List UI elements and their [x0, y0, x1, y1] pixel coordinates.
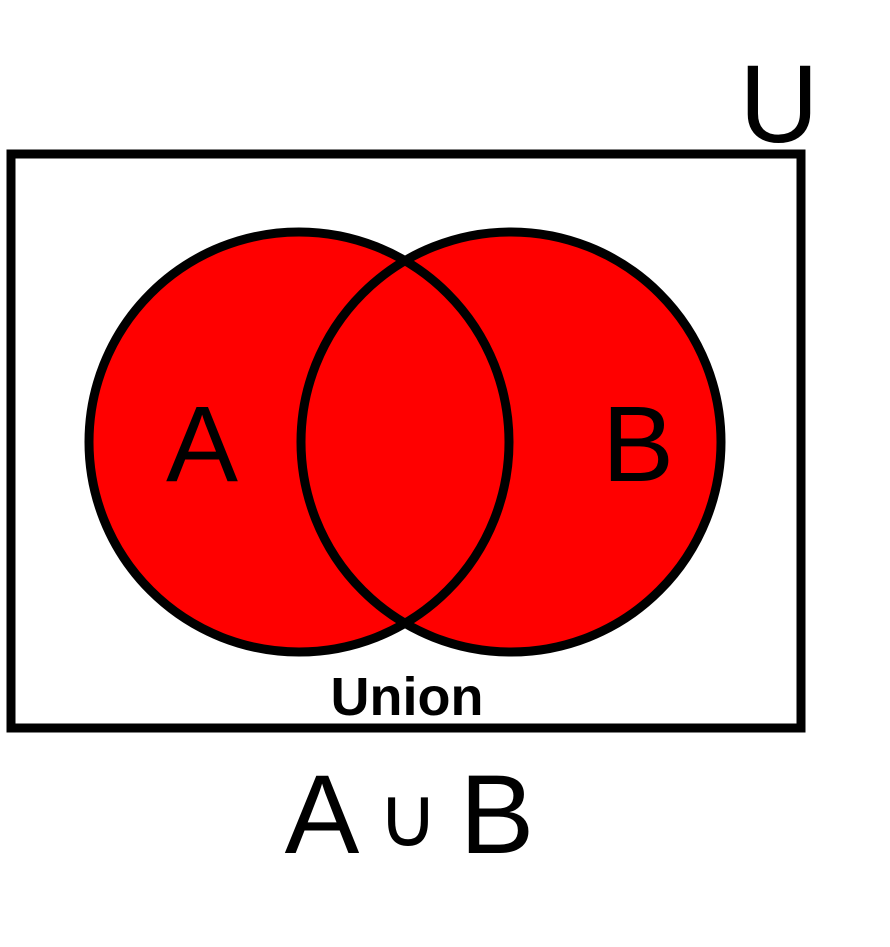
set-b-label: B — [602, 383, 674, 504]
set-a-label: A — [166, 383, 238, 504]
region-caption: Union — [331, 667, 484, 727]
universe-label: U — [739, 43, 818, 166]
formula-left: A — [285, 752, 360, 877]
union-operator: ∪ — [377, 770, 438, 864]
formula-right: B — [460, 752, 535, 877]
set-b-outline — [296, 227, 726, 657]
set-a-outline — [84, 227, 514, 657]
